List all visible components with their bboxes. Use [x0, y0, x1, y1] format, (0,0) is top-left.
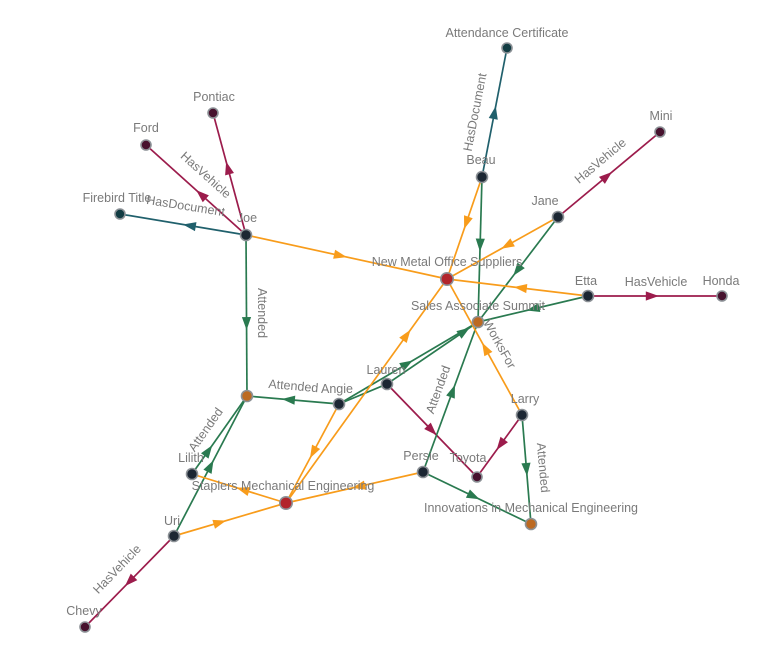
arrowhead-angie-staplers [309, 444, 321, 459]
node-pontiac[interactable] [207, 107, 219, 119]
node-label-attcert: Attendance Certificate [446, 26, 569, 40]
node-label-etta: Etta [575, 274, 597, 288]
arrowhead-joe-suppliers [333, 249, 347, 259]
node-beau[interactable] [475, 170, 489, 184]
node-label-pontiac: Pontiac [193, 90, 235, 104]
arrowhead-uri-staplers [212, 519, 227, 529]
node-label-lauren: Lauren [367, 363, 406, 377]
node-label-chevy: Chevy [66, 604, 102, 618]
node-suppliers[interactable] [439, 271, 454, 286]
node-label-uri: Uri [164, 514, 180, 528]
node-label-innovations: Innovations in Mechanical Engineering [424, 501, 638, 515]
arrowhead-angie-event1 [281, 395, 296, 405]
arrowhead-larry-innovations [521, 462, 531, 476]
edge-lilith-event1[interactable] [191, 395, 248, 475]
node-firebird[interactable] [114, 208, 126, 220]
edge-label-larry-innovations: Attended [534, 442, 552, 493]
node-label-ford: Ford [133, 121, 159, 135]
node-attcert[interactable] [501, 42, 513, 54]
node-label-mini: Mini [650, 109, 673, 123]
label-layer: HasDocument HasDocument HasVehicle HasVehic… [66, 26, 739, 618]
node-event1[interactable] [240, 389, 254, 403]
arrowhead-beau-attcert [488, 106, 498, 120]
node-label-larry: Larry [511, 392, 540, 406]
arrowhead-jane-mini [599, 172, 612, 184]
node-label-firebird: Firebird Title [83, 191, 152, 205]
arrowhead-lilith-event1 [200, 445, 213, 459]
node-label-honda: Honda [703, 274, 740, 288]
arrowhead-uri-chevy [124, 573, 138, 587]
node-label-angie: Angie [321, 382, 353, 396]
node-honda[interactable] [716, 290, 728, 302]
node-layer [79, 42, 728, 633]
node-label-summit: Sales Associate Summit [411, 299, 546, 313]
arrowhead-larry-suppliers [482, 342, 493, 357]
node-lilith[interactable] [185, 467, 199, 481]
node-mini[interactable] [654, 126, 666, 138]
arrowhead-uri-event1 [203, 460, 214, 474]
arrowhead-etta-summit [526, 303, 541, 312]
edge-label-angie-event1: Attended [268, 377, 319, 395]
node-label-jane: Jane [531, 194, 558, 208]
edge-label-beau-attcert: HasDocument [461, 72, 490, 153]
edge-label-persie-summit: Attended [423, 364, 453, 416]
arrow-layer [124, 106, 659, 587]
node-angie[interactable] [332, 397, 346, 411]
node-label-beau: Beau [466, 153, 495, 167]
node-ford[interactable] [140, 139, 152, 151]
arrowhead-larry-toyota [496, 436, 508, 451]
arrowhead-persie-summit [446, 384, 455, 399]
node-jane[interactable] [551, 210, 565, 224]
node-label-toyota: Toyota [450, 451, 487, 465]
edge-label-joe-firebird: HasDocument [145, 193, 226, 219]
arrowhead-joe-ford [196, 190, 209, 203]
arrowhead-joe-firebird [182, 222, 197, 232]
edge-joe-event1[interactable] [245, 234, 248, 397]
edge-label-jane-mini: HasVehicle [572, 135, 629, 186]
arrowhead-lauren-toyota [424, 422, 437, 436]
arrowhead-beau-summit [475, 238, 485, 252]
node-label-lilith: Lilith [178, 451, 204, 465]
node-label-joe: Joe [237, 211, 257, 225]
node-staplers[interactable] [278, 495, 293, 510]
edge-joe-ford[interactable] [145, 144, 247, 236]
edge-label-joe-event1: Attended [255, 288, 269, 338]
node-innovations[interactable] [524, 517, 538, 531]
node-lauren[interactable] [380, 377, 394, 391]
node-label-persie: Persie [403, 449, 438, 463]
node-larry[interactable] [515, 408, 529, 422]
node-uri[interactable] [167, 529, 181, 543]
node-summit[interactable] [471, 315, 485, 329]
arrowhead-staplers-suppliers [399, 329, 411, 343]
arrowhead-joe-event1 [241, 317, 252, 331]
arrowhead-etta-suppliers [513, 284, 528, 294]
arrowhead-angie-summit [399, 360, 413, 372]
node-toyota[interactable] [471, 471, 483, 483]
arrowhead-etta-honda [645, 291, 659, 301]
node-chevy[interactable] [79, 621, 91, 633]
node-label-staplers: Staplers Mechanical Engineering [192, 479, 375, 493]
edge-lauren-angie[interactable] [338, 383, 388, 405]
edge-staplers-suppliers[interactable] [285, 278, 448, 504]
arrowhead-joe-pontiac [225, 161, 234, 176]
edge-label-etta-honda: HasVehicle [625, 275, 688, 289]
arrowhead-jane-suppliers [501, 238, 515, 249]
arrowhead-beau-suppliers [464, 215, 473, 230]
node-joe[interactable] [239, 228, 253, 242]
arrowhead-jane-summit [513, 262, 525, 276]
arrowhead-staplers-lilith [236, 487, 251, 496]
arrowhead-persie-staplers [352, 480, 366, 490]
edge-label-uri-chevy: HasVehicle [90, 542, 144, 597]
edge-label-larry-suppliers: WorksFor [480, 317, 518, 371]
node-persie[interactable] [416, 465, 430, 479]
node-etta[interactable] [581, 289, 595, 303]
edge-uri-staplers[interactable] [173, 502, 287, 537]
arrowhead-persie-innovations [465, 489, 480, 500]
node-label-suppliers: New Metal Office Suppliers [372, 255, 523, 269]
arrowhead-lauren-summit [456, 327, 470, 339]
